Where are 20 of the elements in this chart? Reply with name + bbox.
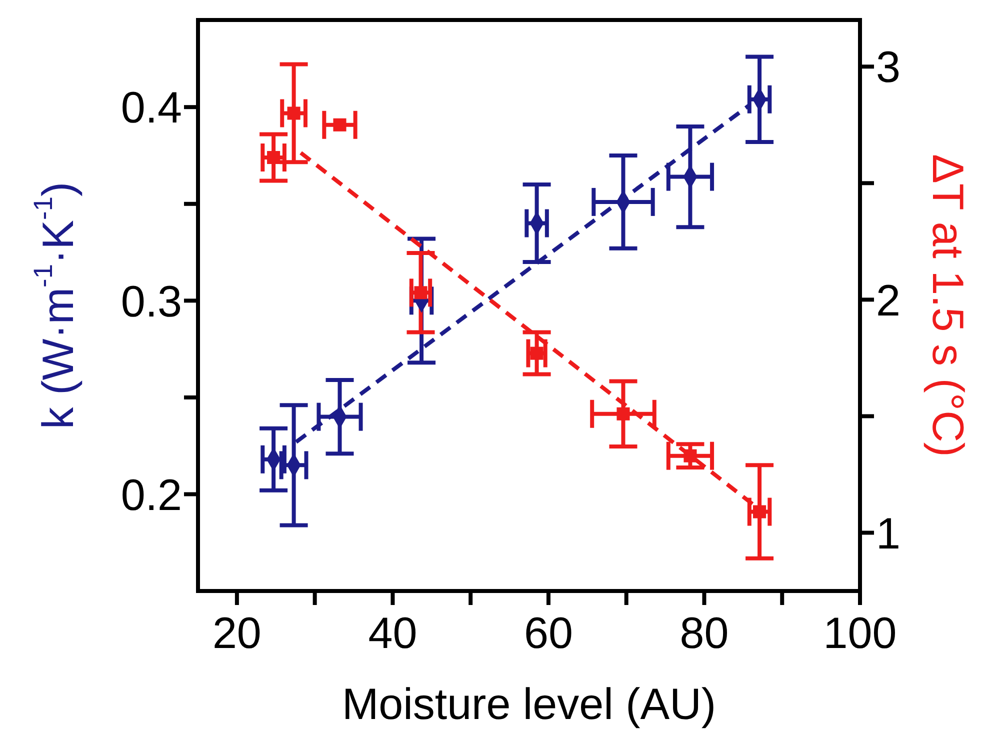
point — [530, 346, 544, 360]
y2-tick-label: 1 — [876, 509, 900, 558]
y-tick-label: 0.2 — [120, 470, 182, 520]
y-tick-label: 0.4 — [120, 84, 182, 133]
point — [287, 106, 300, 120]
point — [267, 150, 280, 164]
x-tick-label: 100 — [823, 609, 897, 658]
y2-tick-label: 3 — [876, 43, 900, 92]
point — [616, 407, 630, 420]
x-axis-title: Moisture level (AU) — [342, 680, 716, 729]
y2-axis-title: ΔT at 1.5 s (°C) — [924, 154, 972, 457]
x-tick-label: 20 — [212, 609, 262, 658]
y2-tick-label: 2 — [876, 276, 900, 326]
x-tick-label: 60 — [524, 609, 573, 658]
point — [333, 118, 346, 132]
x-tick-label: 80 — [680, 609, 729, 658]
point — [414, 286, 428, 300]
x-tick-label: 40 — [368, 609, 418, 658]
y-tick-label: 0.3 — [120, 277, 182, 326]
point — [753, 505, 766, 518]
